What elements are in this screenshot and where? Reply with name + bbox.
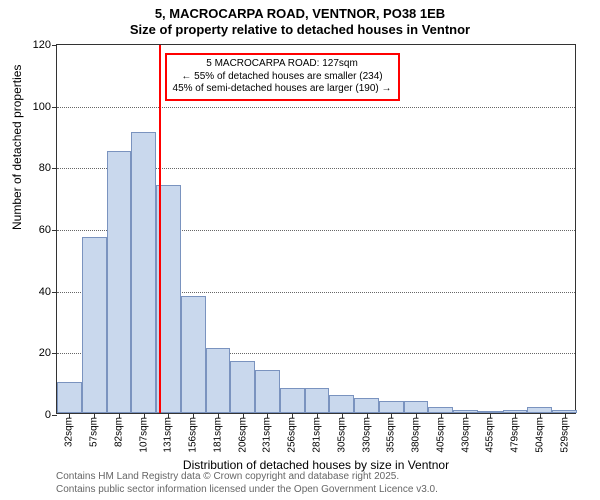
histogram-bar [404,401,429,413]
x-tick-label: 380sqm [411,417,422,453]
y-tick-label: 120 [33,39,57,51]
histogram-bar [206,348,231,413]
chart-title-block: 5, MACROCARPA ROAD, VENTNOR, PO38 1EB Si… [0,0,600,39]
y-tick-label: 100 [33,101,57,113]
histogram-bar [255,370,280,413]
annotation-line: 45% of semi-detached houses are larger (… [173,83,392,96]
x-tick-label: 281sqm [312,417,323,453]
x-tick-label: 107sqm [138,417,149,453]
histogram-bar [280,388,305,413]
reference-line [159,45,161,413]
x-tick-label: 504sqm [534,417,545,453]
histogram-bar [131,132,156,413]
histogram-bar [379,401,404,413]
x-tick-label: 131sqm [163,417,174,453]
gridline [57,107,575,108]
histogram-bar [329,395,354,414]
x-tick-label: 181sqm [212,417,223,453]
x-tick-label: 305sqm [336,417,347,453]
x-tick-label: 57sqm [89,417,100,447]
y-tick-label: 40 [39,286,57,298]
attribution-line-2: Contains public sector information licen… [56,483,438,496]
chart-subtitle: Size of property relative to detached ho… [0,22,600,38]
y-tick-label: 0 [45,409,57,421]
x-tick-label: 529sqm [559,417,570,453]
y-tick-label: 20 [39,347,57,359]
plot-frame: 02040608010012032sqm57sqm82sqm107sqm131s… [56,44,576,414]
x-tick-label: 32sqm [64,417,75,447]
x-tick-label: 206sqm [237,417,248,453]
attribution-line-1: Contains HM Land Registry data © Crown c… [56,470,438,483]
x-tick-label: 479sqm [510,417,521,453]
y-axis-title: Number of detached properties [10,65,24,230]
histogram-bar [57,382,82,413]
histogram-bar [230,361,255,413]
histogram-bar [354,398,379,413]
plot-area: 02040608010012032sqm57sqm82sqm107sqm131s… [56,44,576,414]
x-tick-label: 256sqm [287,417,298,453]
x-tick-label: 231sqm [262,417,273,453]
y-tick-label: 60 [39,224,57,236]
x-tick-label: 82sqm [113,417,124,447]
histogram-bar [305,388,330,413]
histogram-bar [82,237,107,413]
x-tick-label: 330sqm [361,417,372,453]
x-tick-label: 355sqm [386,417,397,453]
x-tick-label: 430sqm [460,417,471,453]
annotation-line: 5 MACROCARPA ROAD: 127sqm [173,58,392,71]
annotation-box: 5 MACROCARPA ROAD: 127sqm← 55% of detach… [165,53,400,101]
x-tick-label: 455sqm [485,417,496,453]
attribution-block: Contains HM Land Registry data © Crown c… [56,470,438,496]
histogram-bar [107,151,132,413]
y-tick-label: 80 [39,162,57,174]
chart-title: 5, MACROCARPA ROAD, VENTNOR, PO38 1EB [0,6,600,22]
x-tick-label: 405sqm [435,417,446,453]
x-tick-label: 156sqm [188,417,199,453]
histogram-bar [181,296,206,413]
annotation-line: ← 55% of detached houses are smaller (23… [173,71,392,84]
